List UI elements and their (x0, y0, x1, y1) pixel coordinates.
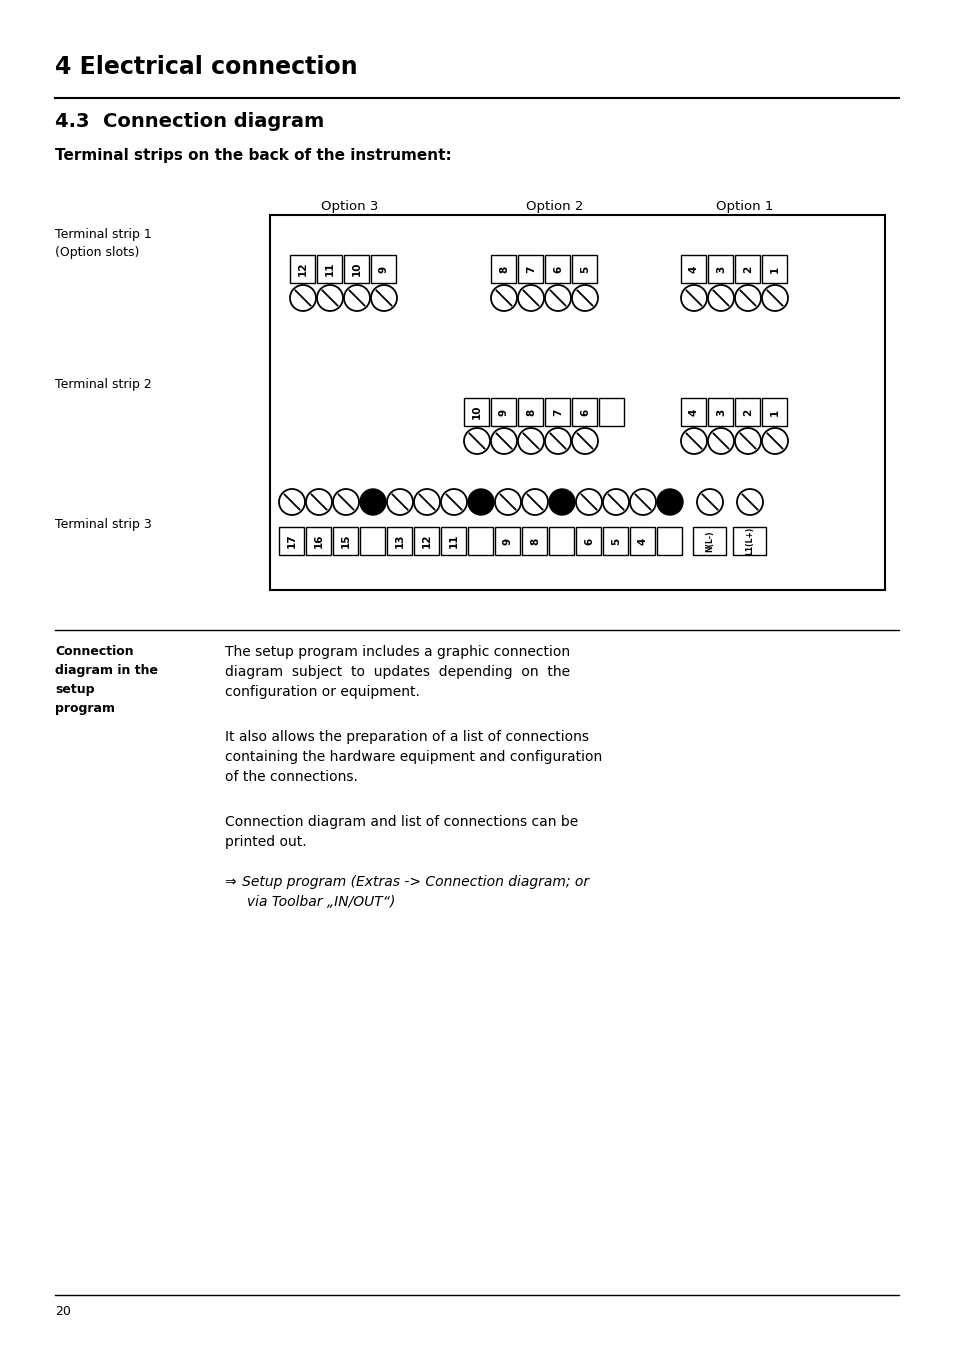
Text: Terminal strips on the back of the instrument:: Terminal strips on the back of the instr… (55, 148, 452, 163)
Bar (495, 526, 520, 555)
Text: 10: 10 (472, 405, 481, 420)
Text: 10: 10 (352, 262, 361, 277)
Text: Connection
diagram in the
setup
program: Connection diagram in the setup program (55, 645, 158, 716)
Text: Option 3: Option 3 (321, 200, 378, 213)
Text: 9: 9 (498, 409, 509, 416)
Text: ⇒  Setup program (Extras -> Connection diagram; or
     via Toolbar „IN/OUT“): ⇒ Setup program (Extras -> Connection di… (225, 875, 589, 909)
Text: 8: 8 (498, 266, 509, 273)
Text: 4.3  Connection diagram: 4.3 Connection diagram (55, 112, 324, 131)
Text: 8: 8 (530, 537, 539, 544)
Bar (761, 398, 786, 427)
Bar (306, 526, 331, 555)
Text: 7: 7 (525, 266, 536, 273)
Bar (549, 526, 574, 555)
Bar (735, 398, 760, 427)
Bar (464, 398, 489, 427)
Text: 3: 3 (716, 408, 725, 416)
Bar (518, 255, 543, 284)
Text: 16: 16 (314, 533, 324, 548)
Bar (414, 526, 439, 555)
Text: 4: 4 (638, 537, 647, 544)
Text: Connection diagram and list of connections can be
printed out.: Connection diagram and list of connectio… (225, 815, 578, 849)
Bar (572, 398, 597, 427)
Text: 1: 1 (769, 266, 780, 273)
Text: 6: 6 (553, 266, 562, 273)
Text: 5: 5 (610, 537, 620, 544)
Bar (603, 526, 628, 555)
Text: N(L-): N(L-) (705, 531, 714, 552)
Bar (572, 255, 597, 284)
Bar (291, 255, 315, 284)
Text: 3: 3 (716, 266, 725, 273)
Bar (545, 255, 570, 284)
Text: 4: 4 (688, 266, 699, 273)
Text: 7: 7 (553, 408, 562, 416)
Text: 6: 6 (583, 537, 594, 544)
Bar (518, 398, 543, 427)
Text: 2: 2 (742, 266, 752, 273)
Text: It also allows the preparation of a list of connections
containing the hardware : It also allows the preparation of a list… (225, 730, 601, 784)
Bar (708, 255, 733, 284)
Text: 1: 1 (769, 408, 780, 416)
Text: 9: 9 (502, 537, 513, 544)
Bar (522, 526, 547, 555)
Text: 11: 11 (325, 262, 335, 277)
Text: 6: 6 (579, 408, 589, 416)
Text: 15: 15 (340, 533, 351, 548)
Text: 5: 5 (579, 266, 589, 273)
Bar (344, 255, 369, 284)
Bar (270, 215, 884, 590)
Bar (468, 526, 493, 555)
Bar (735, 255, 760, 284)
Text: 12: 12 (297, 262, 308, 277)
Text: 4 Electrical connection: 4 Electrical connection (55, 55, 357, 80)
Text: Terminal strip 2: Terminal strip 2 (55, 378, 152, 392)
Circle shape (657, 489, 682, 514)
Text: The setup program includes a graphic connection
diagram  subject  to  updates  d: The setup program includes a graphic con… (225, 645, 570, 699)
Bar (733, 526, 765, 555)
Bar (576, 526, 601, 555)
Bar (693, 526, 726, 555)
Bar (371, 255, 396, 284)
Bar (491, 398, 516, 427)
Bar (491, 255, 516, 284)
Circle shape (468, 489, 494, 514)
Text: 2: 2 (742, 408, 752, 416)
Text: 11: 11 (449, 533, 458, 548)
Text: 9: 9 (378, 266, 389, 273)
Bar (657, 526, 681, 555)
Bar (279, 526, 304, 555)
Bar (387, 526, 412, 555)
Bar (680, 398, 706, 427)
Bar (680, 255, 706, 284)
Bar (317, 255, 342, 284)
Text: 8: 8 (525, 408, 536, 416)
Text: Terminal strip 3: Terminal strip 3 (55, 518, 152, 531)
Text: Terminal strip 1
(Option slots): Terminal strip 1 (Option slots) (55, 228, 152, 259)
Text: 17: 17 (287, 533, 296, 548)
Bar (334, 526, 358, 555)
Bar (441, 526, 466, 555)
Circle shape (548, 489, 575, 514)
Text: 13: 13 (395, 533, 405, 548)
Bar (598, 398, 624, 427)
Circle shape (359, 489, 386, 514)
Text: L1(L+): L1(L+) (744, 526, 754, 555)
Text: Option 2: Option 2 (526, 200, 583, 213)
Bar (761, 255, 786, 284)
Bar (708, 398, 733, 427)
Text: 4: 4 (688, 408, 699, 416)
Text: 12: 12 (421, 533, 432, 548)
Bar (545, 398, 570, 427)
Bar (360, 526, 385, 555)
Bar (630, 526, 655, 555)
Text: 20: 20 (55, 1305, 71, 1318)
Text: Option 1: Option 1 (716, 200, 773, 213)
